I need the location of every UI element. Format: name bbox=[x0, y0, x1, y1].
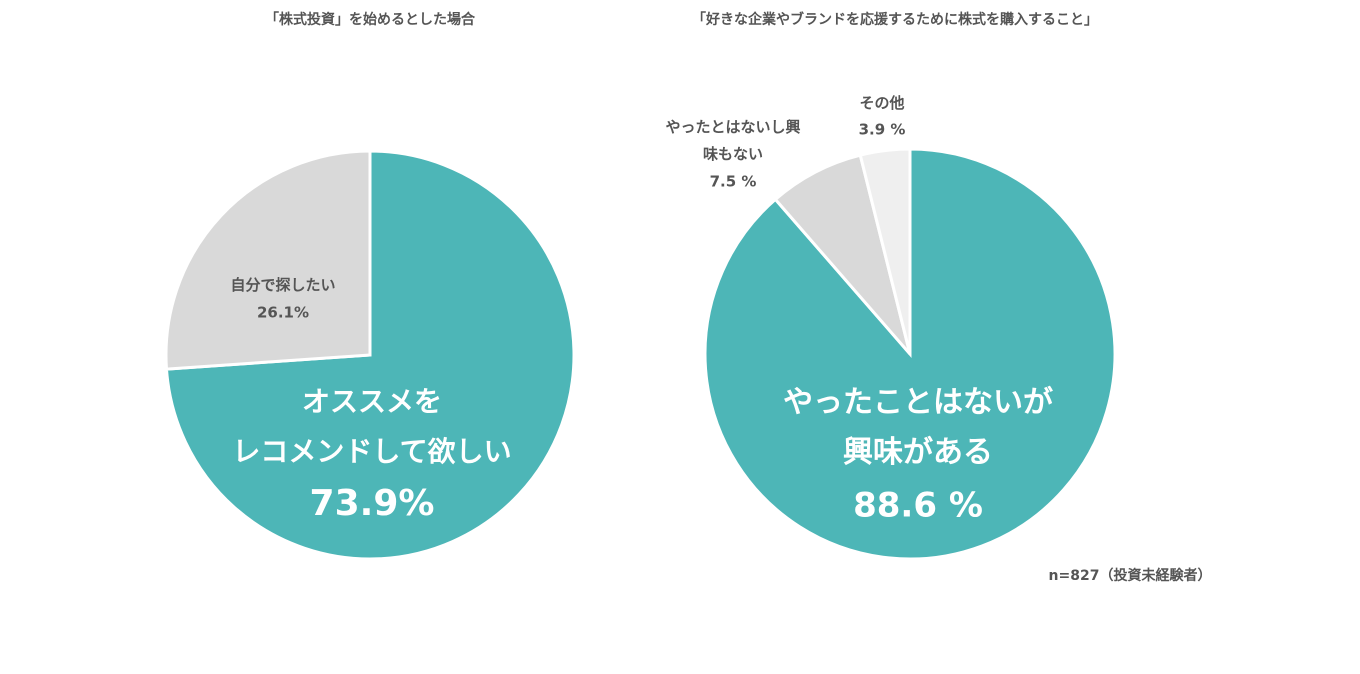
value-label: 88.6 % bbox=[853, 486, 983, 526]
value-label: 73.9% bbox=[310, 483, 435, 524]
value-label: 3.9 % bbox=[859, 121, 906, 139]
label-line: その他 bbox=[859, 94, 904, 112]
slice-label: その他 bbox=[859, 94, 904, 112]
pie-slice bbox=[858, 147, 912, 355]
slice-label: オススメをレコメンドして欲しい bbox=[232, 385, 511, 468]
label-line: 自分で探したい bbox=[230, 276, 335, 294]
chart-title: 「好きな企業やブランドを応援するために株式を購入すること」 bbox=[692, 11, 1098, 28]
label-line: 味もない bbox=[703, 145, 763, 163]
label-line: レコメンドして欲しい bbox=[232, 435, 511, 468]
slice-label: やったとはないし興味もない bbox=[665, 118, 800, 163]
slice-label: 自分で探したい bbox=[230, 276, 335, 294]
value-label: 26.1% bbox=[257, 304, 309, 322]
value-label: 7.5 % bbox=[710, 173, 757, 191]
pie-slice bbox=[773, 153, 912, 355]
label-line: 興味がある bbox=[843, 435, 993, 470]
label-line: オススメを bbox=[302, 385, 442, 418]
annotation: n=827（投資未経験者） bbox=[1049, 567, 1212, 584]
pie-slice bbox=[164, 149, 372, 371]
chart-title: 「株式投資」を始めるとした場合 bbox=[265, 11, 476, 28]
label-line: やったとはないし興 bbox=[665, 118, 800, 136]
label-line: やったことはないが bbox=[783, 385, 1053, 420]
slice-label: やったことはないが興味がある bbox=[783, 385, 1053, 470]
